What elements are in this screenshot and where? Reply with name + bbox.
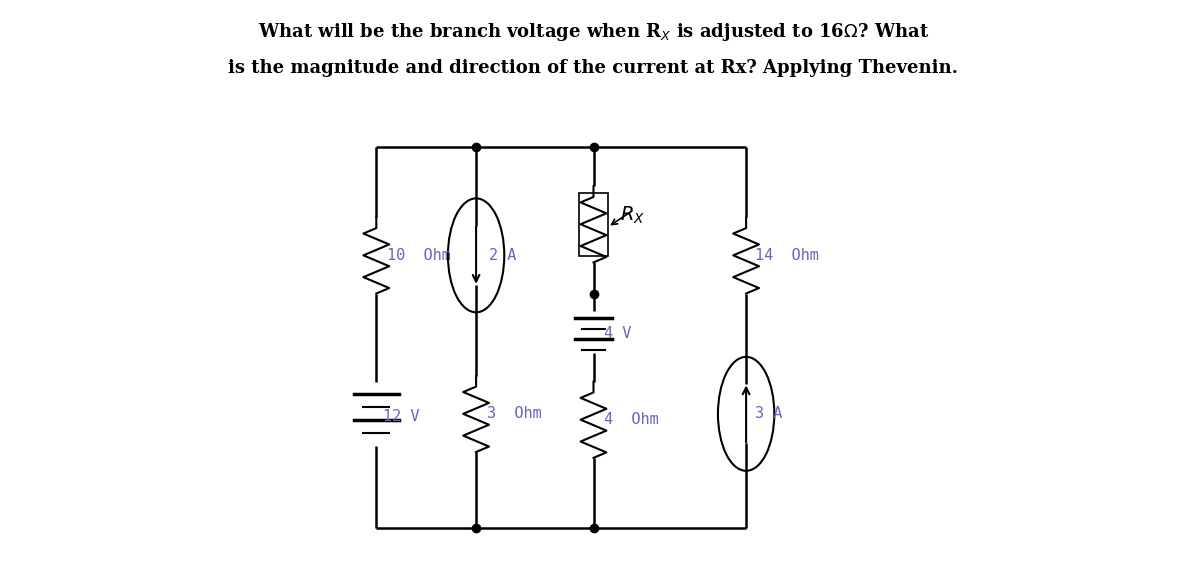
Text: 12 V: 12 V	[383, 409, 420, 424]
Text: is the magnitude and direction of the current at Rx? Applying Thevenin.: is the magnitude and direction of the cu…	[229, 59, 958, 76]
Text: What will be the branch voltage when R$_X$ is adjusted to 16$\Omega$? What: What will be the branch voltage when R$_…	[258, 21, 929, 43]
Text: 3  Ohm: 3 Ohm	[487, 406, 541, 421]
Text: 10  Ohm: 10 Ohm	[387, 248, 451, 263]
Text: 4  Ohm: 4 Ohm	[604, 412, 659, 427]
Text: 3 A: 3 A	[755, 406, 782, 421]
Text: 4 V: 4 V	[604, 326, 631, 341]
Bar	[579, 193, 608, 255]
Text: $R_X$: $R_X$	[620, 205, 645, 226]
Text: 14  Ohm: 14 Ohm	[755, 248, 819, 263]
Text: 2 A: 2 A	[489, 248, 516, 263]
